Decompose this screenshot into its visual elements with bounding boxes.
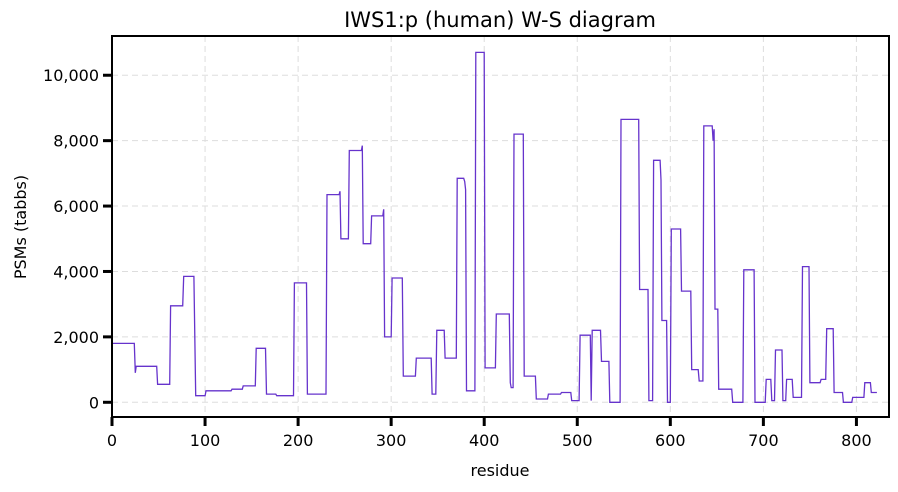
- x-tick-label: 0: [107, 431, 117, 450]
- x-tick-label: 400: [469, 431, 500, 450]
- y-tick-label: 8,000: [53, 132, 99, 151]
- x-axis-label: residue: [471, 461, 530, 480]
- y-tick-label: 2,000: [53, 328, 99, 347]
- x-tick-label: 300: [376, 431, 407, 450]
- x-tick-label: 600: [655, 431, 686, 450]
- x-axis-ticks: 0 100 200 300 400 500 600 700 800: [107, 417, 872, 450]
- plot-frame: [111, 35, 890, 418]
- x-tick-label: 700: [748, 431, 779, 450]
- x-tick-label: 100: [190, 431, 221, 450]
- y-tick-label: 6,000: [53, 197, 99, 216]
- y-tick-label: 0: [89, 393, 99, 412]
- psm-series-line: [112, 51, 877, 403]
- grid: [111, 36, 889, 417]
- y-tick-label: 10,000: [43, 66, 99, 85]
- y-tick-label: 4,000: [53, 262, 99, 281]
- x-tick-label: 800: [841, 431, 872, 450]
- series-layer: [112, 51, 877, 403]
- x-tick-label: 200: [283, 431, 314, 450]
- chart-title: IWS1:p (human) W-S diagram: [344, 8, 656, 32]
- x-tick-label: 500: [562, 431, 593, 450]
- y-axis-label: PSMs (tabbs): [11, 175, 30, 279]
- y-axis-ticks: 0 2,000 4,000 6,000 8,000 10,000: [43, 66, 112, 412]
